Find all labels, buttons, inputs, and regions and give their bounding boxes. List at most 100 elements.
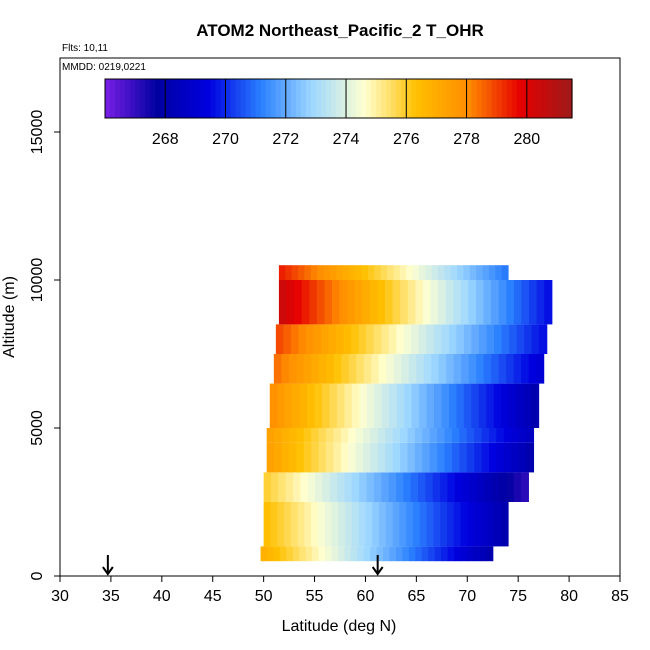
colorbar-swatch: [330, 79, 337, 118]
heatmap-cell: [356, 354, 365, 384]
heatmap-cell: [434, 383, 443, 428]
heatmap-cell: [376, 546, 384, 562]
heatmap-cell: [358, 502, 367, 547]
colorbar-frame: [104, 78, 573, 119]
heatmap-cell: [431, 265, 439, 280]
heatmap-cell: [422, 280, 432, 325]
heatmap-cell: [451, 428, 460, 443]
colorbar-swatch: [501, 79, 508, 118]
heatmap-cell: [266, 428, 275, 443]
colorbar-swatch: [476, 79, 483, 118]
heatmap-cell: [350, 546, 358, 562]
colorbar-swatch: [170, 79, 176, 118]
heatmap-cell: [426, 383, 435, 428]
heatmap-cell: [469, 472, 478, 502]
heatmap-cell: [531, 383, 540, 428]
heatmap-cell: [355, 265, 363, 280]
heatmap-cell: [460, 546, 468, 562]
heatmap-cell: [359, 472, 368, 502]
heatmap-cell: [399, 502, 407, 547]
heatmap-cell: [263, 502, 272, 547]
heatmap-cell: [479, 546, 487, 562]
heatmap-cell: [307, 383, 316, 428]
heatmap-cell: [318, 428, 327, 443]
heatmap-cell: [528, 354, 537, 384]
heatmap-cell: [383, 546, 391, 562]
heatmap-cell: [415, 280, 424, 325]
colorbar-swatch: [341, 79, 347, 118]
heatmap-cell: [370, 428, 379, 443]
heatmap-cell: [363, 428, 372, 443]
heatmap-cell: [529, 280, 538, 325]
heatmap-cell: [381, 383, 390, 428]
heatmap-cell: [270, 502, 278, 547]
colorbar-swatch: [471, 79, 478, 118]
heatmap-cell: [414, 442, 423, 473]
colorbar-swatch: [325, 79, 332, 118]
colorbar-swatch: [491, 79, 498, 118]
colorbar-tick-label: 274: [333, 131, 360, 148]
x-tick-label: 65: [407, 588, 425, 605]
x-tick-label: 75: [509, 588, 527, 605]
heatmap-cell: [379, 502, 387, 547]
heatmap-cell: [312, 546, 320, 562]
heatmap-cell: [414, 428, 423, 443]
colorbar-tick-label: 278: [453, 131, 480, 148]
colorbar-swatch: [210, 79, 217, 118]
heatmap-cell: [325, 428, 334, 443]
heatmap-cell: [290, 324, 300, 354]
heatmap-cell: [487, 502, 496, 547]
heatmap-cell: [422, 428, 431, 443]
heatmap-cell: [277, 502, 285, 547]
heatmap-cell: [328, 324, 337, 354]
heatmap-cell: [389, 383, 398, 428]
colorbar-swatch: [421, 79, 427, 118]
heatmap-cell: [501, 324, 510, 354]
heatmap-cell: [365, 502, 373, 547]
heatmap-cell: [318, 546, 326, 562]
colorbar-swatch: [275, 79, 282, 118]
colorbar-swatch: [376, 79, 382, 118]
chart-title: ATOM2 Northeast_Pacific_2 T_OHR: [196, 21, 484, 40]
colorbar-swatch: [290, 79, 297, 118]
colorbar-swatch: [305, 79, 312, 118]
heatmap-cell: [407, 428, 416, 443]
heatmap-cell: [320, 324, 330, 354]
heatmap-cell: [491, 354, 500, 384]
heatmap-cell: [311, 502, 319, 547]
heatmap-cell: [426, 324, 435, 354]
heatmap-cell: [526, 428, 535, 443]
plot-frame: [59, 57, 621, 577]
heatmap-cell: [448, 383, 458, 428]
heatmap-cell: [531, 324, 540, 354]
heatmap-cell: [381, 324, 390, 354]
heatmap-cell: [426, 502, 434, 547]
colorbar-swatch: [315, 79, 322, 118]
heatmap-cell: [338, 502, 346, 547]
heatmap-cell: [498, 354, 507, 384]
heatmap-cell: [513, 354, 522, 384]
heatmap-cell: [290, 502, 299, 547]
heatmap-cell: [521, 472, 529, 502]
heatmap-cell: [407, 280, 416, 325]
colorbar-swatch: [436, 79, 443, 118]
colorbar-swatch: [451, 79, 458, 118]
heatmap-cell: [488, 428, 497, 443]
heatmap-cell: [453, 354, 462, 384]
heatmap-cell: [392, 442, 401, 473]
heatmap-cell: [419, 502, 428, 547]
heatmap-cell: [385, 280, 394, 325]
heatmap-cell: [370, 546, 378, 562]
heatmap-cell: [454, 472, 463, 502]
heatmap-cell: [373, 324, 382, 354]
heatmap-cell: [392, 502, 400, 547]
heatmap-cell: [539, 324, 548, 354]
heatmap-cell: [411, 324, 420, 354]
heatmap-cell: [459, 442, 468, 473]
heatmap-cell: [453, 502, 462, 547]
heatmap-cell: [493, 383, 502, 428]
colorbar-swatch: [235, 79, 242, 118]
x-tick-label: 55: [306, 588, 324, 605]
heatmap-cell: [407, 442, 416, 473]
heatmap-cell: [496, 428, 505, 443]
